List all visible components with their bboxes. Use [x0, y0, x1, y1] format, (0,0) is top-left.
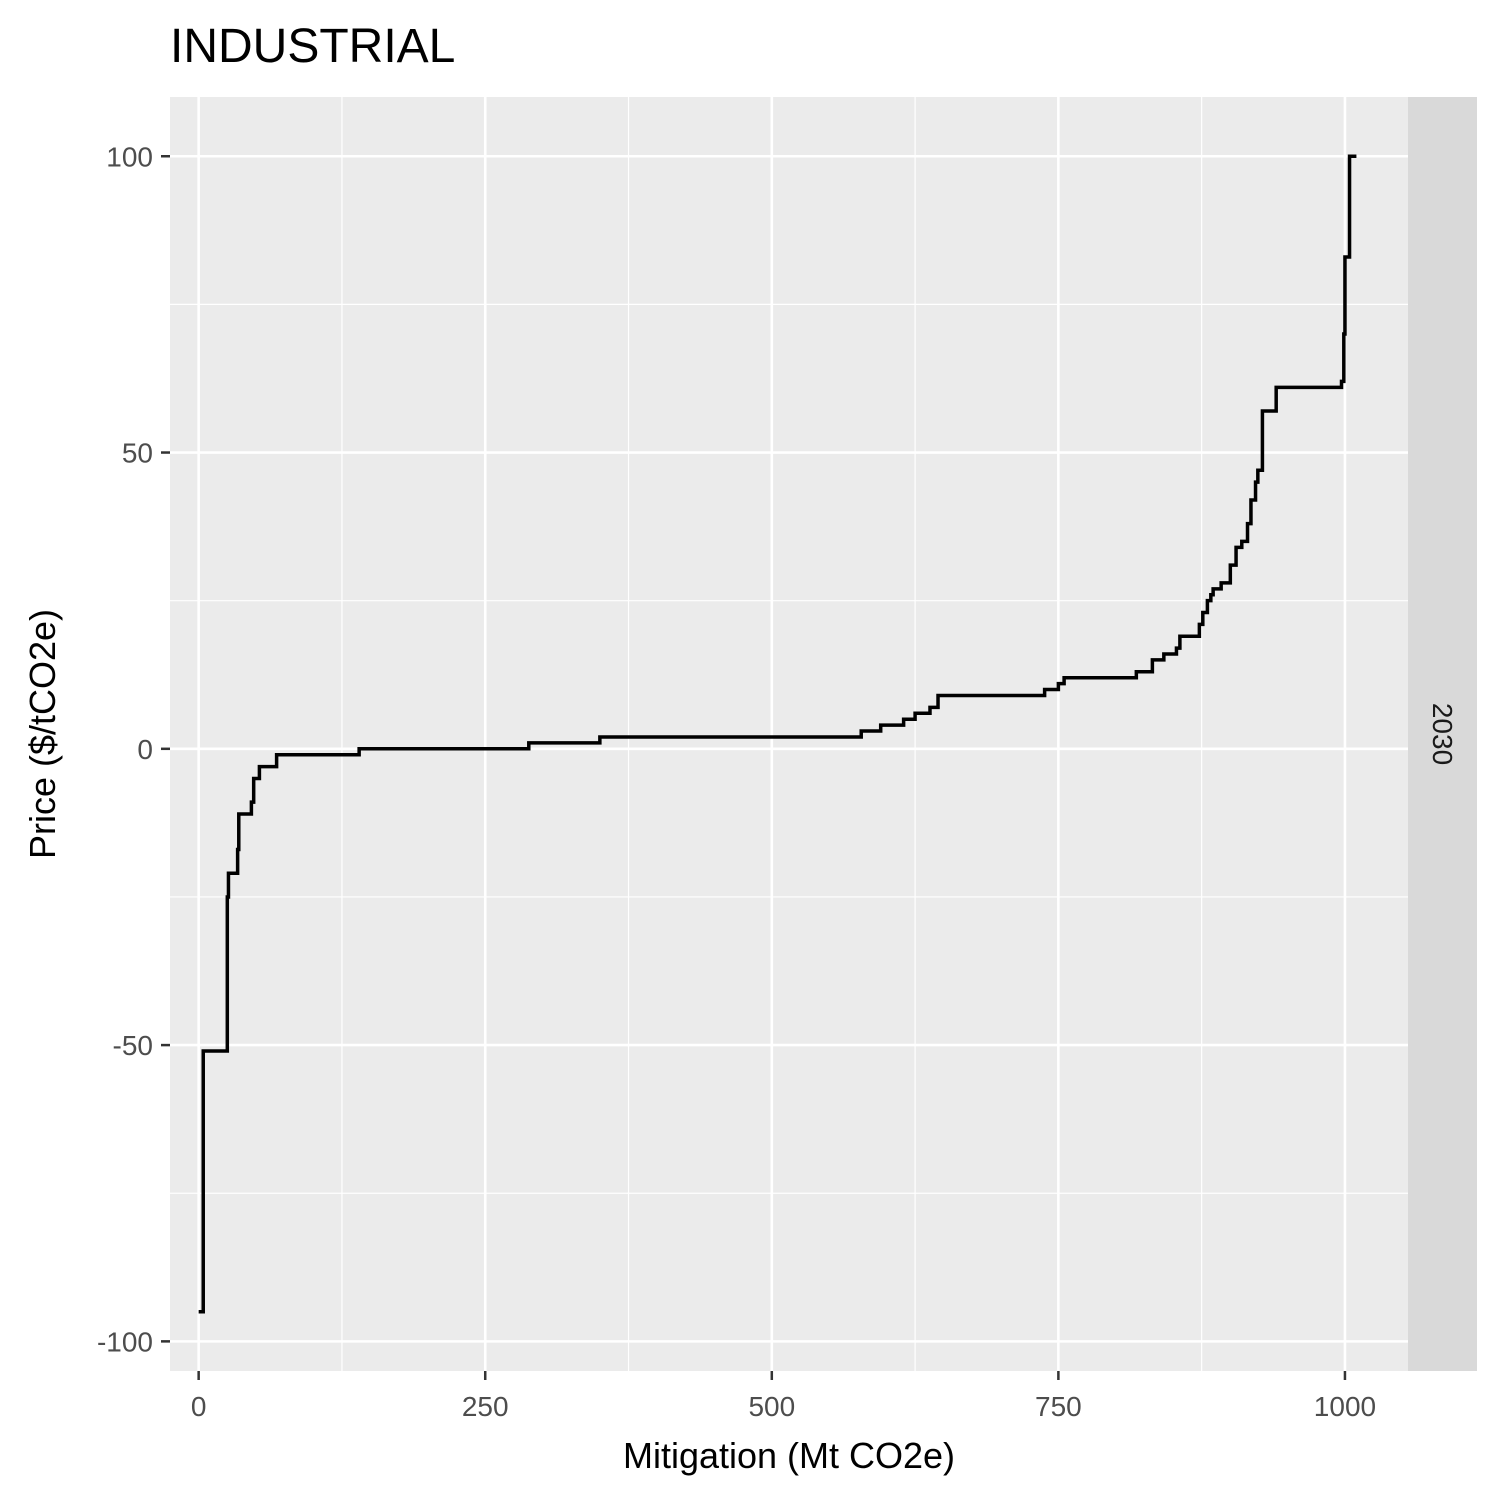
y-tick-label: -100: [97, 1326, 153, 1357]
y-tick-label: 100: [106, 141, 153, 172]
minor-gridlines: [170, 97, 1408, 1371]
x-tick-label: 0: [191, 1391, 207, 1422]
x-axis-title: Mitigation (Mt CO2e): [623, 1435, 955, 1476]
x-tick-label: 250: [462, 1391, 509, 1422]
y-axis: -100 -50 0 50 100: [97, 141, 170, 1357]
plot-panel: [170, 97, 1408, 1371]
x-axis: 0 250 500 750 1000: [191, 1371, 1376, 1422]
y-tick-label: -50: [113, 1030, 153, 1061]
facet-strip-label: 2030: [1427, 703, 1458, 765]
y-axis-title: Price ($/tCO2e): [22, 609, 63, 859]
x-tick-label: 750: [1035, 1391, 1082, 1422]
series-line: [198, 154, 1357, 1314]
chart-title: INDUSTRIAL: [170, 20, 455, 73]
y-tick-label: 0: [137, 734, 153, 765]
y-tick-label: 50: [122, 438, 153, 469]
facet-strip: [1408, 97, 1477, 1371]
major-gridlines: [170, 97, 1408, 1371]
x-tick-label: 1000: [1314, 1391, 1376, 1422]
x-tick-label: 500: [748, 1391, 795, 1422]
